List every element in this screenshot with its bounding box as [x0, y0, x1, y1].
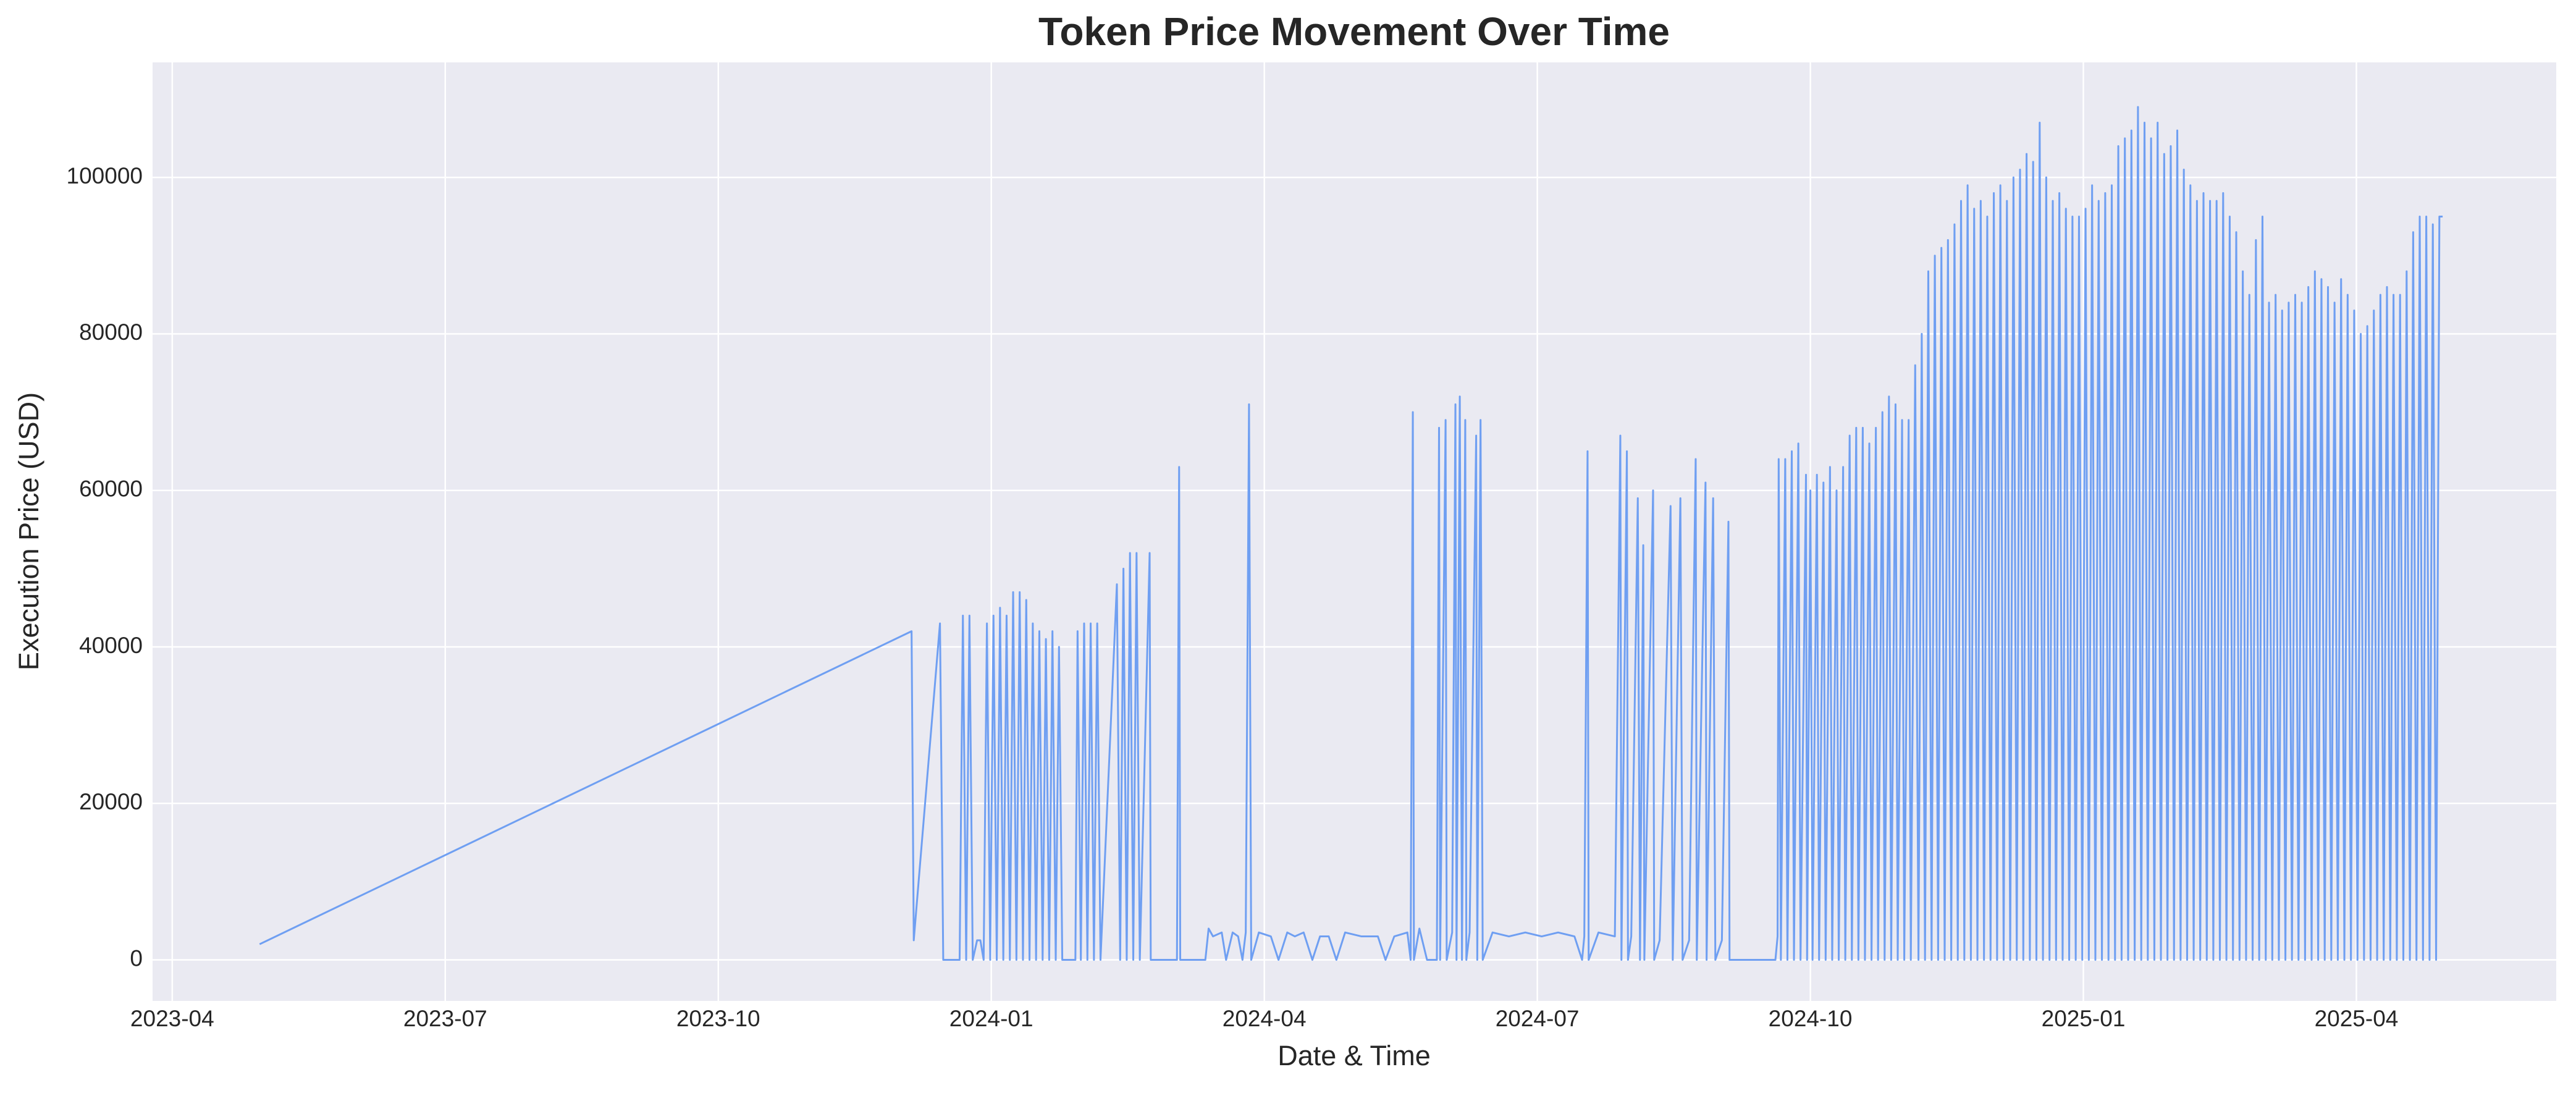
x-tick-label: 2024-07 — [1496, 1006, 1580, 1031]
y-tick-label: 80000 — [79, 319, 143, 345]
y-tick-label: 60000 — [79, 476, 143, 501]
y-tick-label: 40000 — [79, 633, 143, 658]
x-tick-label: 2024-01 — [949, 1006, 1033, 1031]
y-tick-label: 0 — [130, 945, 143, 971]
x-tick-label: 2025-01 — [2042, 1006, 2126, 1031]
y-tick-label: 100000 — [67, 163, 143, 188]
chart-title: Token Price Movement Over Time — [1038, 9, 1670, 54]
x-tick-label: 2025-04 — [2315, 1006, 2399, 1031]
price-line — [259, 106, 2443, 961]
y-axis-label: Execution Price (USD) — [13, 392, 44, 670]
x-tick-label: 2023-04 — [130, 1006, 214, 1031]
x-tick-label: 2024-10 — [1769, 1006, 1853, 1031]
x-tick-label: 2023-10 — [676, 1006, 760, 1031]
x-axis-label: Date & Time — [1277, 1040, 1431, 1071]
x-tick-label: 2023-07 — [403, 1006, 487, 1031]
y-tick-label: 20000 — [79, 789, 143, 814]
x-tick-label: 2024-04 — [1223, 1006, 1307, 1031]
